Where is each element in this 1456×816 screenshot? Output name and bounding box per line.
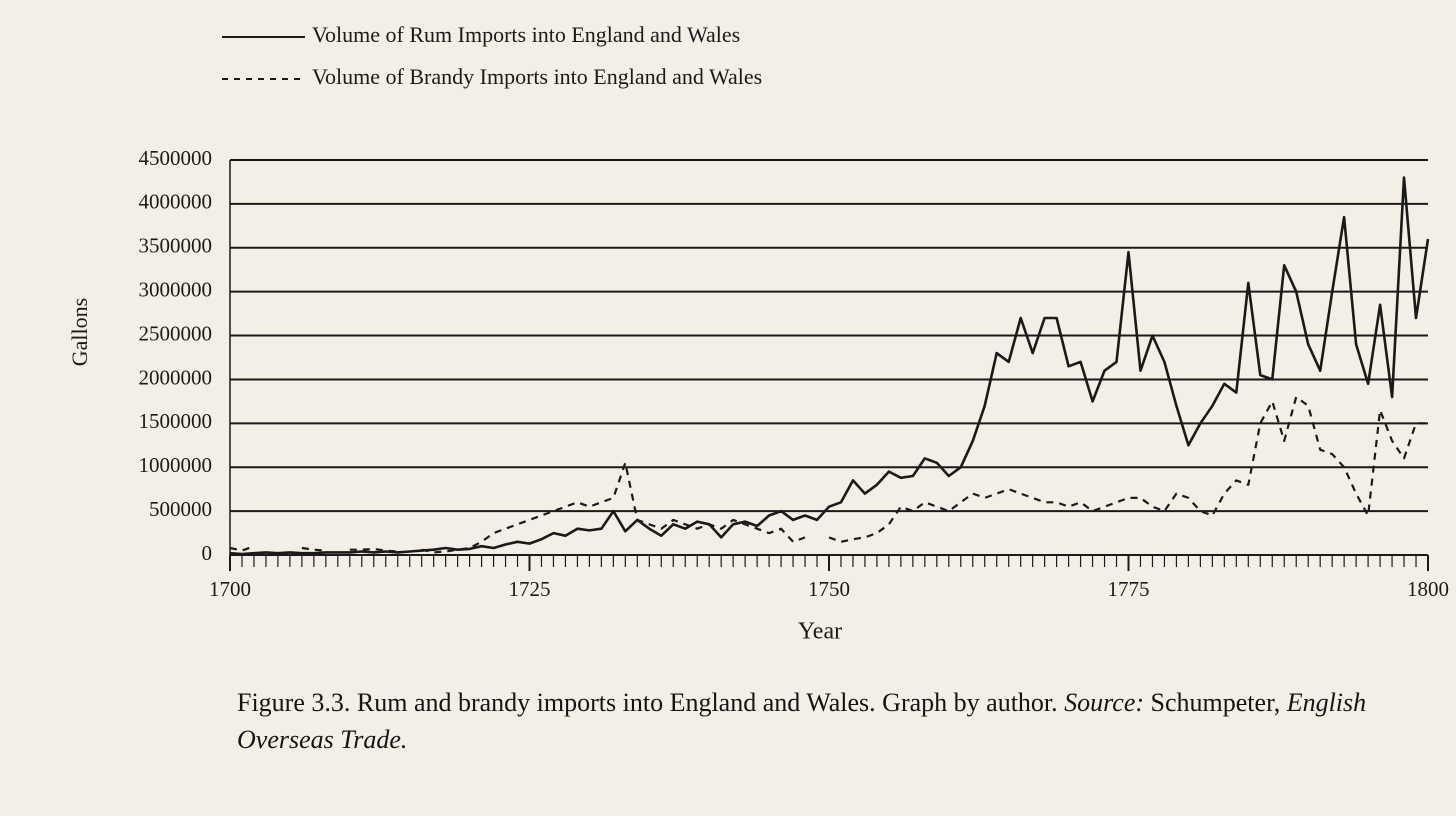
y-tick-label: 1000000 [139,453,213,477]
x-tick-label: 1800 [1407,577,1449,601]
y-tick-label: 2000000 [139,365,213,389]
caption-source-title: English Overseas Trade. [237,688,1367,754]
caption-source-label: Source: [1064,688,1145,717]
chart: Gallons Year Volume of Rum Imports into … [67,22,1449,645]
legend-label: Volume of Rum Imports into England and W… [312,22,740,47]
y-tick-label: 4000000 [139,190,213,214]
y-axis-label: Gallons [67,298,92,366]
legend-label: Volume of Brandy Imports into England an… [312,64,762,89]
x-tick-label: 1775 [1108,577,1150,601]
legend: Volume of Rum Imports into England and W… [222,22,762,89]
y-tick-label: 2500000 [139,321,213,345]
caption: Figure 3.3. Rum and brandy imports into … [237,684,1437,758]
y-tick-label: 3000000 [139,277,213,301]
y-tick-label: 500000 [149,497,212,521]
x-tick-label: 1700 [209,577,251,601]
y-tick-label: 4500000 [139,146,213,170]
x-axis-label: Year [798,619,842,645]
caption-source: Schumpeter, [1150,688,1281,717]
series-line [229,176,1430,556]
caption-text: Figure 3.3. Rum and brandy imports into … [237,688,1058,717]
y-tick-label: 3500000 [139,234,213,258]
y-tick-label: 0 [202,541,213,565]
x-tick-label: 1750 [808,577,850,601]
series-line [229,395,1428,554]
y-tick-label: 1500000 [139,409,213,433]
x-tick-label: 1725 [509,577,551,601]
